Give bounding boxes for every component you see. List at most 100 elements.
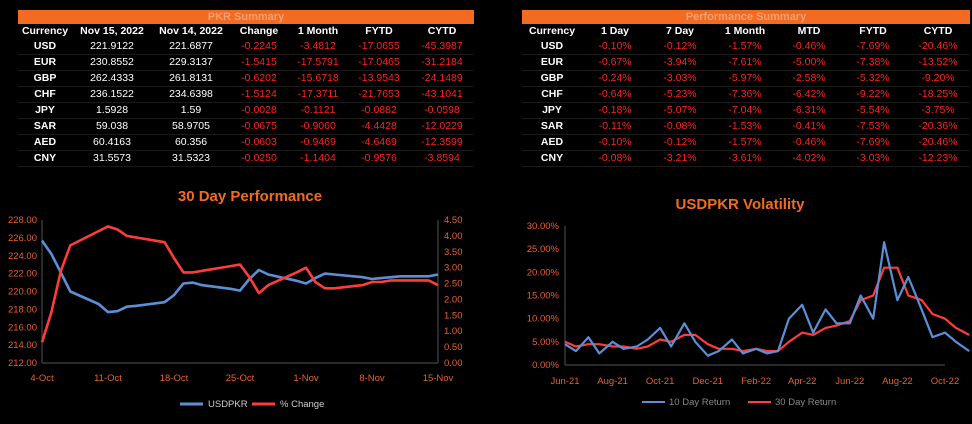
- performance-summary-banner: Performance Summary: [522, 10, 970, 24]
- legend-label: 30 Day Return: [775, 397, 836, 408]
- pkr-summary-col-header: Currency: [21, 25, 69, 37]
- value-cell: -5.07%: [648, 102, 712, 119]
- y-right-tick-label: 1.50: [444, 310, 463, 321]
- value-cell: -9.22%: [840, 86, 906, 103]
- x-tick-label: Oct-21: [646, 376, 675, 387]
- table-row: CNY 31.5573 31.5323 -0.0250 -1.1404 -0.9576 -3…: [18, 150, 474, 167]
- pkr-summary-col-header: Nov 14, 2022: [159, 25, 223, 37]
- x-tick-label: 25-Oct: [226, 373, 255, 384]
- y-left-tick-label: 226.00: [8, 233, 37, 244]
- value-cell: -0.0675: [230, 118, 288, 135]
- value-cell: -1.1404: [288, 150, 348, 167]
- value-cell: -0.9576: [348, 150, 410, 167]
- currency-cell: GBP: [522, 70, 582, 87]
- value-cell: -7.69%: [840, 39, 906, 55]
- pkr-summary-col-header: Nov 15, 2022: [80, 25, 144, 37]
- value-cell: -0.46%: [778, 39, 840, 55]
- value-cell: -0.9469: [288, 134, 348, 151]
- x-tick-label: 4-Oct: [30, 373, 54, 384]
- currency-cell: GBP: [18, 70, 72, 87]
- legend-label: % Change: [280, 399, 324, 410]
- value-cell: -31.2184: [410, 54, 474, 71]
- value-cell: -0.08%: [648, 118, 712, 135]
- value-cell: 221.9122: [72, 39, 152, 55]
- value-cell: -0.41%: [778, 118, 840, 135]
- value-cell: -45.3987: [410, 39, 474, 55]
- value-cell: -0.24%: [582, 70, 648, 87]
- x-tick-label: Jun-22: [835, 376, 864, 387]
- y-tick-label: 25.00%: [527, 244, 560, 255]
- value-cell: 261.8131: [152, 70, 230, 87]
- value-cell: -0.0882: [348, 102, 410, 119]
- currency-cell: AED: [522, 134, 582, 151]
- value-cell: -12.0229: [410, 118, 474, 135]
- x-tick-label: 15-Nov: [423, 373, 454, 384]
- value-cell: -7.69%: [840, 134, 906, 151]
- performance-summary-col-header: CYTD: [923, 25, 953, 37]
- value-cell: -20.36%: [906, 118, 970, 135]
- table-row: USD 221.9122 221.6877 -0.2245 -3.4812 -17.065…: [18, 39, 474, 55]
- value-cell: 59.038: [72, 118, 152, 135]
- value-cell: -7.36%: [712, 86, 778, 103]
- currency-cell: JPY: [18, 102, 72, 119]
- value-cell: -24.1489: [410, 70, 474, 87]
- performance-summary-col-header: 1 Day: [600, 25, 630, 37]
- value-cell: -5.32%: [840, 70, 906, 87]
- table-row: EUR 230.8552 229.3137 -1.5415 -17.5791 -17.04…: [18, 54, 474, 71]
- y-right-tick-label: 3.00: [444, 263, 463, 274]
- x-tick-label: 8-Nov: [359, 373, 385, 384]
- pkr-summary-col-header: CYTD: [427, 25, 457, 37]
- value-cell: -0.0603: [230, 134, 288, 151]
- performance-summary-title: Performance Summary: [522, 10, 970, 24]
- currency-cell: CHF: [18, 86, 72, 103]
- value-cell: -3.61%: [712, 150, 778, 167]
- y-right-tick-label: 3.50: [444, 247, 463, 258]
- value-cell: 230.8552: [72, 54, 152, 71]
- performance-summary-col-header: 7 Day: [665, 25, 695, 37]
- value-cell: -17.0655: [348, 39, 410, 55]
- value-cell: -3.03%: [648, 70, 712, 87]
- x-tick-label: Aug-21: [597, 376, 628, 387]
- pkr-summary-title: PKR Summary: [18, 10, 474, 24]
- y-left-tick-label: 222.00: [8, 269, 37, 280]
- y-left-tick-label: 212.00: [8, 358, 37, 369]
- value-cell: -20.46%: [906, 134, 970, 151]
- x-tick-label: Jun-21: [550, 376, 579, 387]
- value-cell: -3.94%: [648, 54, 712, 71]
- value-cell: 60.356: [152, 134, 230, 151]
- y-right-tick-label: 1.00: [444, 326, 463, 337]
- y-right-tick-label: 2.00: [444, 294, 463, 305]
- x-tick-label: 18-Oct: [160, 373, 189, 384]
- value-cell: -0.08%: [582, 150, 648, 167]
- legend-label: 10 Day Return: [669, 397, 730, 408]
- value-cell: -1.5415: [230, 54, 288, 71]
- y-left-tick-label: 214.00: [8, 340, 37, 351]
- value-cell: -4.6469: [348, 134, 410, 151]
- value-cell: -5.54%: [840, 102, 906, 119]
- performance-summary-col-header: Currency: [528, 25, 576, 37]
- y-tick-label: 20.00%: [527, 267, 560, 278]
- value-cell: -3.21%: [648, 150, 712, 167]
- value-cell: -17.0465: [348, 54, 410, 71]
- value-cell: -4.4428: [348, 118, 410, 135]
- value-cell: 236.1522: [72, 86, 152, 103]
- table-row: AED 60.4163 60.356 -0.0603 -0.9469 -4.6469 -12…: [18, 134, 474, 151]
- performance-summary-col-header: 1 Month: [724, 25, 766, 37]
- y-tick-label: 30.00%: [527, 221, 560, 232]
- chart-title: USDPKR Volatility: [676, 196, 806, 213]
- value-cell: -1.57%: [712, 39, 778, 55]
- value-cell: -0.2245: [230, 39, 288, 55]
- pkr-summary-col-header: FYTD: [365, 25, 393, 37]
- value-cell: 221.6877: [152, 39, 230, 55]
- table-row: JPY 1.5928 1.59 -0.0028 -0.1121 -0.0882 -0.059…: [18, 102, 474, 119]
- y-tick-label: 0.00%: [532, 360, 559, 371]
- value-cell: -9.20%: [906, 70, 970, 87]
- currency-cell: CHF: [522, 86, 582, 103]
- thirty-day-performance-svg: 30 Day Performance 212.00 214.00 216.00 218.…: [8, 188, 463, 410]
- value-cell: -0.9060: [288, 118, 348, 135]
- y-left-tick-label: 224.00: [8, 251, 37, 262]
- value-cell: -0.0250: [230, 150, 288, 167]
- x-tick-label: Apr-22: [788, 376, 817, 387]
- y-left-tick-label: 216.00: [8, 322, 37, 333]
- currency-cell: SAR: [522, 118, 582, 135]
